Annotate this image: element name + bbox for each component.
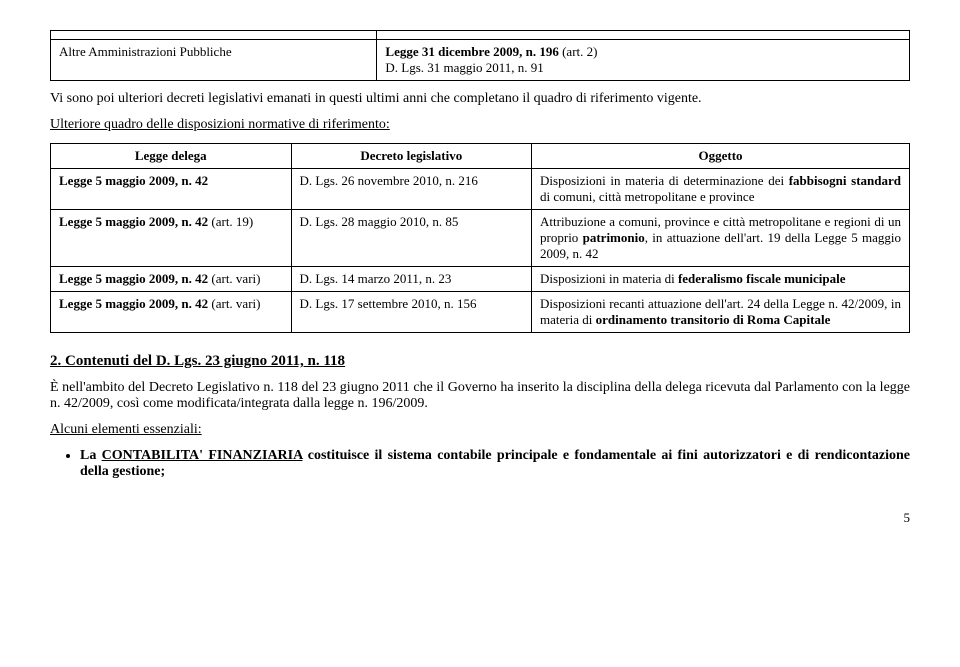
cell: Legge 5 maggio 2009, n. 42	[51, 169, 292, 210]
paragraph-underline: Ulteriore quadro delle disposizioni norm…	[50, 117, 910, 133]
section-heading: 2. Contenuti del D. Lgs. 23 giugno 2011,…	[50, 353, 910, 370]
cell	[377, 31, 910, 40]
section-title-text: Contenuti del D. Lgs. 23 giugno 2011, n.…	[65, 353, 345, 369]
col-header: Decreto legislativo	[291, 144, 532, 169]
cell: Legge 31 dicembre 2009, n. 196 (art. 2)D…	[377, 40, 910, 81]
cell: Disposizioni in materia di federalismo f…	[532, 267, 910, 292]
table-row: Legge 5 maggio 2009, n. 42 (art. vari)D.…	[51, 292, 910, 333]
cell	[51, 31, 377, 40]
bullet-list: La CONTABILITA' FINANZIARIA costituisce …	[50, 448, 910, 480]
section-num: 2.	[50, 353, 61, 369]
cell: D. Lgs. 17 settembre 2010, n. 156	[291, 292, 532, 333]
page-number: 5	[50, 510, 910, 526]
table-row: Legge 5 maggio 2009, n. 42 (art. 19)D. L…	[51, 210, 910, 267]
col-header: Legge delega	[51, 144, 292, 169]
cell: Disposizioni in materia di determinazion…	[532, 169, 910, 210]
table-row: Legge 5 maggio 2009, n. 42D. Lgs. 26 nov…	[51, 169, 910, 210]
paragraph-underline: Alcuni elementi essenziali:	[50, 422, 910, 438]
table-row	[51, 31, 910, 40]
cell: Disposizioni recanti attuazione dell'art…	[532, 292, 910, 333]
cell: D. Lgs. 26 novembre 2010, n. 216	[291, 169, 532, 210]
paragraph: Vi sono poi ulteriori decreti legislativ…	[50, 91, 910, 107]
list-item: La CONTABILITA' FINANZIARIA costituisce …	[80, 448, 910, 480]
top-table: Altre Amministrazioni Pubbliche Legge 31…	[50, 30, 910, 81]
cell: Attribuzione a comuni, province e città …	[532, 210, 910, 267]
cell: Legge 5 maggio 2009, n. 42 (art. 19)	[51, 210, 292, 267]
col-header: Oggetto	[532, 144, 910, 169]
regulations-table: Legge delega Decreto legislativo Oggetto…	[50, 143, 910, 333]
cell: Legge 5 maggio 2009, n. 42 (art. vari)	[51, 267, 292, 292]
cell: Legge 5 maggio 2009, n. 42 (art. vari)	[51, 292, 292, 333]
table-row: Legge 5 maggio 2009, n. 42 (art. vari)D.…	[51, 267, 910, 292]
table-row: Altre Amministrazioni Pubbliche Legge 31…	[51, 40, 910, 81]
cell: Altre Amministrazioni Pubbliche	[51, 40, 377, 81]
cell: D. Lgs. 28 maggio 2010, n. 85	[291, 210, 532, 267]
paragraph: È nell'ambito del Decreto Legislativo n.…	[50, 380, 910, 412]
table-header-row: Legge delega Decreto legislativo Oggetto	[51, 144, 910, 169]
cell: D. Lgs. 14 marzo 2011, n. 23	[291, 267, 532, 292]
